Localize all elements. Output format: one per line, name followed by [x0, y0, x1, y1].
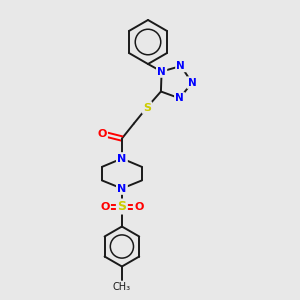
Text: N: N: [175, 93, 184, 103]
Text: N: N: [157, 67, 166, 76]
Text: O: O: [134, 202, 144, 212]
Text: N: N: [188, 78, 196, 88]
Text: N: N: [117, 154, 127, 164]
Text: O: O: [100, 202, 110, 212]
Text: N: N: [117, 154, 127, 164]
Text: N: N: [188, 78, 196, 88]
Text: S: S: [117, 200, 126, 213]
Text: S: S: [143, 103, 151, 112]
Text: S: S: [143, 103, 151, 112]
Text: N: N: [117, 184, 127, 194]
Text: O: O: [134, 202, 144, 212]
Text: O: O: [97, 128, 106, 139]
Text: N: N: [176, 61, 185, 71]
Text: N: N: [117, 184, 127, 194]
Text: N: N: [157, 67, 166, 76]
Text: N: N: [175, 93, 184, 103]
Text: N: N: [176, 61, 185, 71]
Text: S: S: [117, 200, 126, 213]
Text: CH₃: CH₃: [113, 281, 131, 292]
Text: O: O: [100, 202, 110, 212]
Text: O: O: [97, 128, 106, 139]
